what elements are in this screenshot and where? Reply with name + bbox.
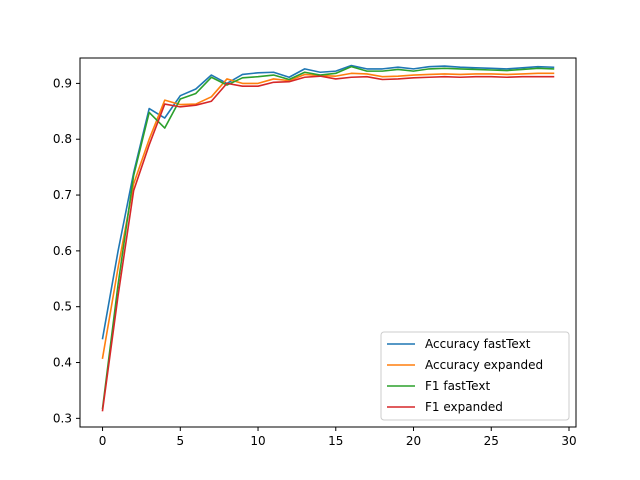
x-tick-label: 15 [328, 434, 343, 448]
series-line-3 [101, 75, 555, 412]
y-tick-label: 0.6 [53, 244, 72, 258]
series-line-0 [101, 64, 555, 340]
legend-label-1: Accuracy expanded [425, 358, 543, 372]
y-tick-label: 0.7 [53, 188, 72, 202]
x-tick-label: 10 [250, 434, 265, 448]
y-tick-label: 0.8 [53, 132, 72, 146]
y-axis: 0.3 0.4 0.5 0.6 0.7 0.8 0.9 [53, 76, 80, 425]
plot-frame [79, 57, 577, 428]
legend-label-0: Accuracy fastText [425, 337, 531, 351]
x-tick-label: 0 [99, 434, 107, 448]
x-tick-label: 20 [406, 434, 421, 448]
legend-label-2: F1 fastText [425, 379, 490, 393]
y-tick-label: 0.4 [53, 356, 72, 370]
x-tick-label: 5 [176, 434, 184, 448]
legend-label-3: F1 expanded [425, 400, 503, 414]
series-layer [101, 64, 555, 412]
y-tick-label: 0.9 [53, 76, 72, 90]
x-axis: 0 5 10 15 20 25 30 [99, 427, 577, 448]
x-tick-label: 25 [484, 434, 499, 448]
x-tick-label: 30 [561, 434, 576, 448]
y-tick-label: 0.3 [53, 411, 72, 425]
legend-box [380, 331, 570, 421]
series-line-2 [101, 65, 555, 410]
y-tick-label: 0.5 [53, 300, 72, 314]
legend: Accuracy fastText Accuracy expanded F1 fas… [380, 331, 570, 421]
series-line-1 [101, 72, 555, 359]
